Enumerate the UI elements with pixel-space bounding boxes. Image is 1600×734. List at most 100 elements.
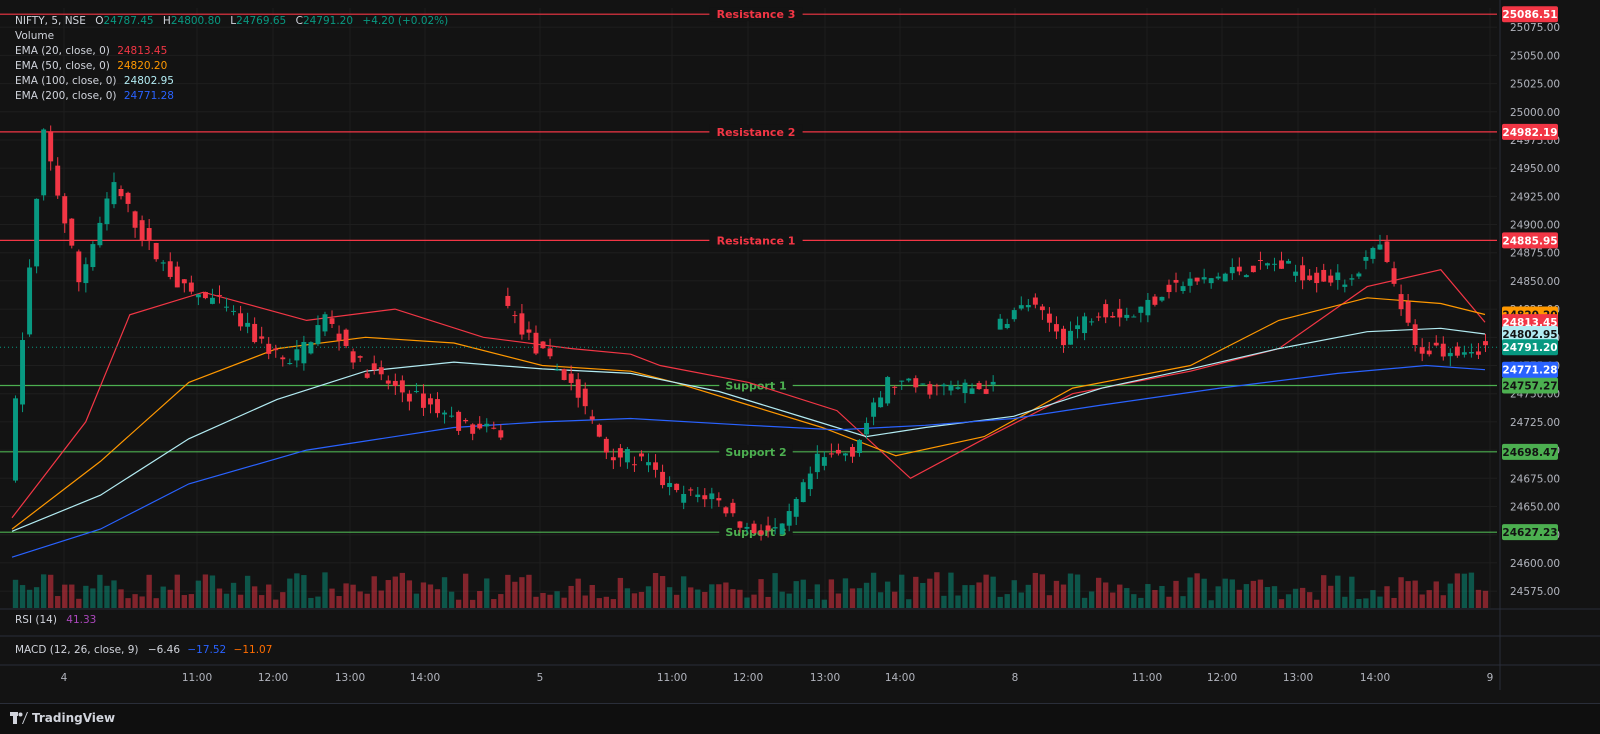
volume-bar [1468,572,1475,608]
candle-body [575,379,581,398]
volume-bar [90,588,96,608]
candle-body [709,493,715,500]
volume-bar [181,595,187,608]
candle-body [941,384,947,387]
candle-body [477,423,483,429]
volume-bar [849,588,856,608]
candle-body [245,322,251,327]
candle-body [1257,260,1263,262]
candle-body [1201,277,1207,280]
ema100-label: EMA (100, close, 0) [15,75,117,87]
candle-body [1483,341,1488,346]
volume-bar [230,582,237,608]
candle-body [1398,294,1404,310]
candle-body [906,378,912,381]
volume-bar [62,584,68,608]
ema200-legend[interactable]: EMA (200, close, 0) 24771.28 [15,89,448,104]
candle-body [294,349,300,361]
candle-body [1068,330,1073,345]
volume-bar [659,576,666,608]
candle-body [1187,278,1193,286]
candle-body [41,129,47,196]
volume-bar [582,595,588,608]
candle-body [1384,241,1390,262]
volume-bar [1447,583,1453,608]
candle-body [505,295,511,306]
volume-bar [1229,579,1235,608]
volume-bar [392,576,398,608]
symbol-name[interactable]: NIFTY [15,15,45,27]
candle-body [554,369,560,371]
level-label: Resistance 3 [717,8,796,21]
volume-bar [807,599,813,608]
ohlc-close: 24791.20 [302,15,354,27]
volume-bar [645,586,652,608]
candle-body [639,453,644,457]
level-price-label: 24757.27 [1502,381,1557,393]
candle-body [83,264,89,284]
candle-body [385,380,391,384]
ema100-legend[interactable]: EMA (100, close, 0) 24802.95 [15,74,448,89]
volume-bar [1426,590,1432,608]
volume-bar [139,596,145,608]
symbol-interval[interactable]: 5 [51,15,59,27]
price-chart[interactable]: 24575.0024600.0024625.0024650.0024675.00… [0,0,1600,704]
volume-bar [357,591,363,608]
volume-bar [1025,584,1031,608]
ohlc-open-label: O [95,15,104,27]
volume-bar [216,588,223,608]
candle-body [1363,256,1369,261]
candle-body [610,457,616,461]
volume-bar [1285,594,1292,608]
x-tick-label: 11:00 [1132,672,1162,684]
candle-body [723,507,729,514]
x-tick-label: 14:00 [1360,672,1390,684]
candle-body [737,521,743,528]
tradingview-logo[interactable]: TradingView [10,711,115,725]
ema20-legend[interactable]: EMA (20, close, 0) 24813.45 [15,44,448,59]
volume-bar [153,598,159,608]
candle-body [259,336,265,339]
volume-bar [420,582,427,608]
volume-bar [1461,573,1468,608]
candle-body [308,342,314,354]
candle-body [399,380,405,393]
volume-bar [638,591,645,608]
candle-body [695,494,701,498]
candle-body [1222,273,1228,282]
volume-bar [519,577,525,608]
candle-body [1412,324,1418,346]
ohlc-high: 24800.80 [170,15,221,27]
volume-bar [273,599,279,608]
candle-body [631,464,637,466]
volume-bar [1271,586,1278,608]
volume-bar [251,586,258,608]
symbol-row: NIFTY, 5, NSE O24787.45 H24800.80 L24769… [15,15,449,27]
candle-body [1426,350,1432,355]
candle-body [55,165,61,196]
candle-body [1468,352,1474,354]
macd-legend[interactable]: MACD (12, 26, close, 9) −6.46 −17.52 −11… [15,644,272,656]
candle-body [913,378,919,388]
rsi-legend[interactable]: RSI (14) 41.33 [15,614,96,626]
candle-body [807,473,813,490]
ema50-legend[interactable]: EMA (50, close, 0) 24820.20 [15,59,448,74]
volume-bar [48,574,54,608]
ema200-line [11,364,1486,558]
candle-body [1208,278,1214,284]
candle-body [920,383,926,385]
volume-bar [434,589,441,608]
volume-bar [1074,574,1081,608]
volume-bar [132,594,138,608]
candle-body [1039,306,1045,311]
volume-bar [842,578,849,608]
y-tick-label: 24875.00 [1510,248,1560,260]
volume-bar [484,578,490,608]
volume-legend[interactable]: Volume [15,29,448,44]
candle-body [1328,275,1334,283]
candle-body [1032,297,1038,305]
volume-bar [40,574,47,608]
level-label: Support 2 [725,446,786,459]
volume-bar [280,592,286,608]
x-tick-label: 12:00 [733,672,763,684]
